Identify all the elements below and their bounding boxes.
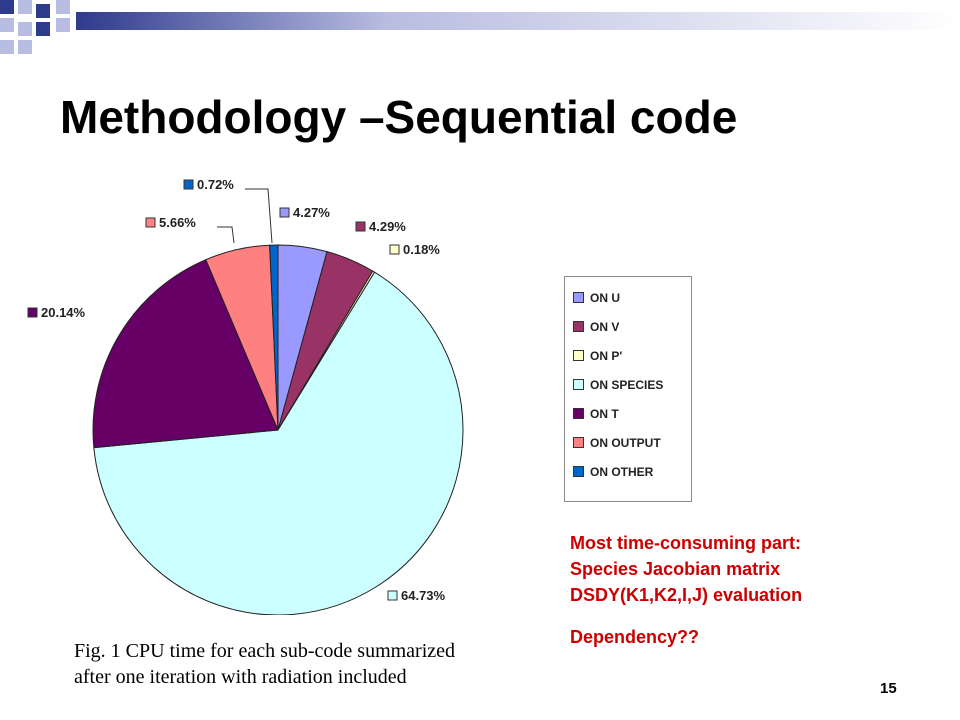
header-decoration [0,0,960,54]
decor-square [0,40,14,54]
pie-chart: 4.27% 4.29% 0.18% 64.73% 20.14% 5.66% 0.72% [27,177,464,615]
legend-swatch [573,350,584,361]
decor-square [0,18,14,32]
dependency-question: Dependency?? [570,627,700,647]
leader-line-on-output [217,226,235,244]
legend-item-on-t: ON T [573,399,691,428]
legend-item-on-species: ON SPECIES [573,370,691,399]
pie-slice-on-species [93,271,464,615]
legend-item-on-v: ON V [573,312,691,341]
legend-label: ON P' [590,348,623,363]
legend-item-on-other: ON OTHER [573,457,691,486]
legend-label: ON SPECIES [590,377,664,392]
figure-caption: Fig. 1 CPU time for each sub-code summar… [74,638,544,690]
data-label-on-p: 0.18% [403,242,440,257]
decor-square [18,40,32,54]
data-label-on-other: 0.72% [197,177,234,192]
decor-square [18,22,32,36]
legend-label: ON V [590,319,620,334]
chart-legend: ON U ON V ON P' ON SPECIES ON T ON OUTPUT ON O… [564,276,692,502]
data-label-swatch-on-p [389,244,400,255]
page-number: 15 [880,680,897,697]
data-label-on-output: 5.66% [159,215,196,230]
leader-line-on-other [245,188,273,244]
decor-square [56,0,70,14]
data-label-on-t: 20.14% [41,305,86,320]
legend-label: ON OUTPUT [590,435,661,450]
data-label-on-v: 4.29% [369,219,406,234]
note-line: Most time-consuming part: [570,533,802,553]
data-label-on-species: 64.73% [401,588,446,603]
data-label-swatch-on-u [279,207,290,218]
legend-swatch [573,437,584,448]
legend-item-on-p: ON P' [573,341,691,370]
caption-line: Fig. 1 CPU time for each sub-code summar… [74,640,456,662]
data-label-on-u: 4.27% [293,205,330,220]
legend-swatch [573,379,584,390]
legend-swatch [573,408,584,419]
data-label-swatch-on-v [355,221,366,232]
legend-swatch [573,321,584,332]
decor-square [0,0,14,14]
decor-square [36,22,50,36]
legend-item-on-u: ON U [573,283,691,312]
legend-swatch [573,292,584,303]
note-line: DSDY(K1,K2,I,J) evaluation [570,585,803,605]
legend-label: ON OTHER [590,464,654,479]
data-label-swatch-on-t [27,307,38,318]
note-line: Species Jacobian matrix [570,559,781,579]
pie-slice-on-other [269,244,279,431]
note-box: Most time-consuming part: Species Jacobi… [570,530,940,608]
decor-square [36,4,50,18]
legend-label: ON T [590,406,619,421]
pie-slice-on-t [92,259,279,449]
slide-title: Methodology –Sequential code [60,91,738,143]
decor-square [56,18,70,32]
legend-swatch [573,466,584,477]
legend-label: ON U [590,290,620,305]
data-label-swatch-on-species [387,590,398,601]
data-label-swatch-on-other [183,179,194,190]
legend-item-on-output: ON OUTPUT [573,428,691,457]
data-label-swatch-on-output [145,217,156,228]
decor-square [18,0,32,14]
caption-line: after one iteration with radiation inclu… [74,666,407,688]
decor-bar [76,12,960,30]
